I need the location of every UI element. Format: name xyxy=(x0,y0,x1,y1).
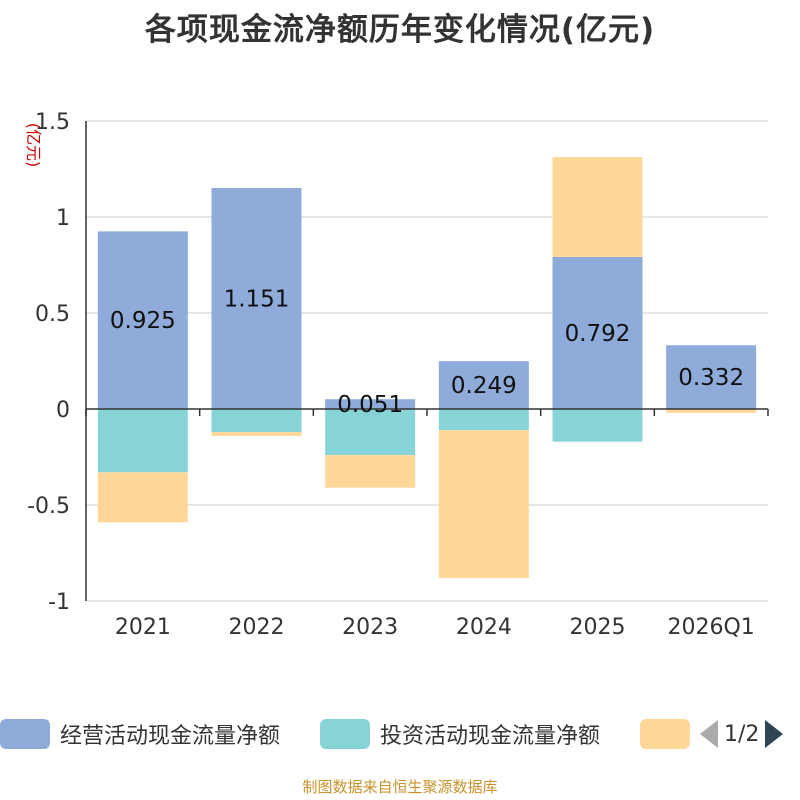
legend-pager: 1/2 xyxy=(700,716,784,752)
legend-swatch-third xyxy=(640,719,690,749)
legend-swatch-operating xyxy=(0,719,50,749)
x-tick-label: 2022 xyxy=(229,615,285,640)
pager-text: 1/2 xyxy=(724,721,760,747)
bar-operating xyxy=(211,188,302,409)
legend-item-operating[interactable]: 经营活动现金流量净额 xyxy=(0,716,280,752)
bar-third xyxy=(211,432,302,436)
y-axis-label: (亿元) xyxy=(24,123,43,168)
data-label: 0.051 xyxy=(337,392,403,418)
bar-third xyxy=(325,455,416,488)
pager-next-icon[interactable] xyxy=(765,720,784,748)
data-label: 0.792 xyxy=(565,321,631,347)
bar-investing xyxy=(211,409,302,433)
x-tick-label: 2024 xyxy=(456,615,512,640)
bar-operating xyxy=(438,361,529,409)
bar-operating xyxy=(666,345,757,409)
x-tick-label: 2023 xyxy=(342,615,398,640)
cash-flow-chart: -1 -0.5 0 0.5 1 1.5(亿元) 0.925 1.151 0.051 0.249 0.… xyxy=(24,110,769,640)
y-tick-label: 1.5 xyxy=(35,110,70,135)
bar-operating xyxy=(97,231,188,409)
bar-investing xyxy=(325,409,416,456)
y-tick-label: -1 xyxy=(48,590,70,615)
bar-investing xyxy=(97,409,188,473)
data-label: 0.925 xyxy=(110,308,176,334)
bar-third xyxy=(552,157,643,257)
x-tick-label: 2021 xyxy=(115,615,171,640)
legend: 经营活动现金流量净额 投资活动现金流量净额 xyxy=(0,716,800,752)
data-label: 0.249 xyxy=(451,373,517,399)
y-tick-label: 0.5 xyxy=(35,302,70,327)
chart-title: 各项现金流净额历年变化情况(亿元) xyxy=(144,12,656,48)
y-tick-label: 0 xyxy=(56,398,70,423)
y-tick-label: -0.5 xyxy=(27,494,70,519)
y-tick-label: 1 xyxy=(56,206,70,231)
legend-item-investing[interactable]: 投资活动现金流量净额 xyxy=(320,716,600,752)
legend-label-investing: 投资活动现金流量净额 xyxy=(380,724,601,749)
legend-label-operating: 经营活动现金流量净额 xyxy=(60,724,281,749)
data-label: 0.332 xyxy=(678,365,744,391)
legend-swatch-investing xyxy=(320,719,370,749)
bar-investing xyxy=(552,409,643,442)
bar-third xyxy=(97,472,188,523)
bar-third xyxy=(666,409,757,413)
data-label: 1.151 xyxy=(224,287,290,313)
legend-item-third[interactable] xyxy=(640,716,690,752)
pager-prev-icon[interactable] xyxy=(700,720,718,748)
x-tick-label: 2025 xyxy=(570,615,626,640)
bar-operating xyxy=(325,399,416,409)
bar-investing xyxy=(438,409,529,431)
bar-third xyxy=(438,430,529,578)
x-tick-label: 2026Q1 xyxy=(668,615,755,640)
source-footer: 制图数据来自恒生聚源数据库 xyxy=(302,778,498,796)
bar-operating xyxy=(552,256,643,409)
